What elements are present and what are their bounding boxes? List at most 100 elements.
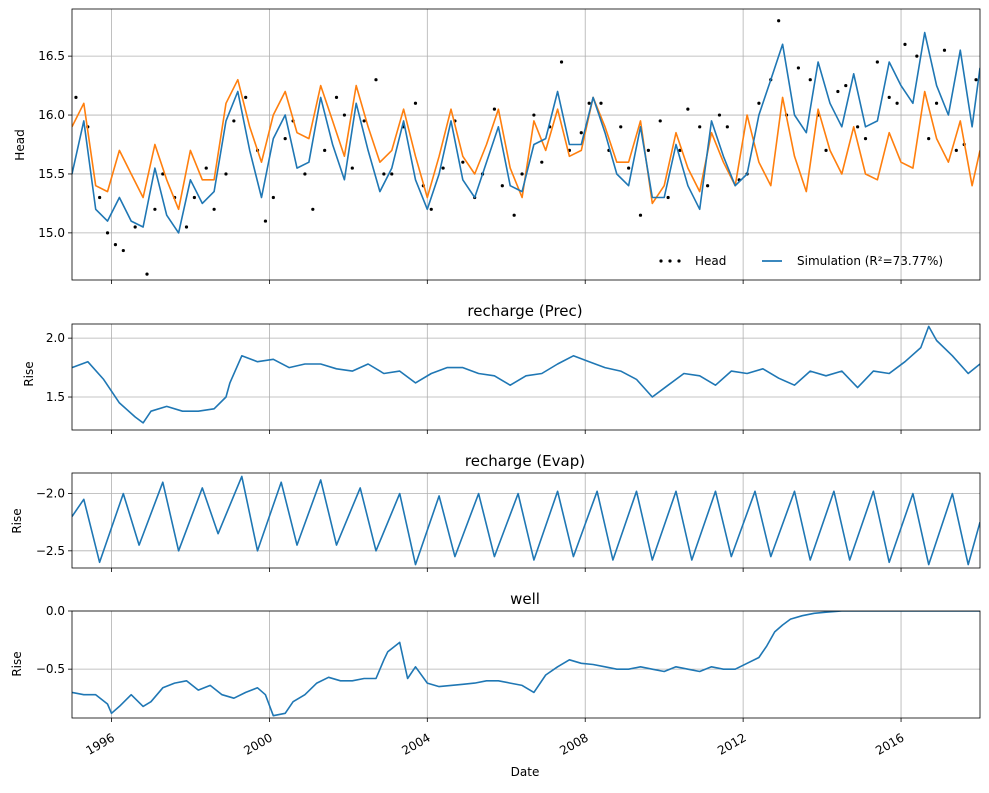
head-head-point: [500, 184, 504, 188]
well-ytick-label: −0.5: [36, 662, 65, 676]
evap-title: recharge (Evap): [465, 452, 585, 470]
prec-panel: 1.5 2.0: [46, 323, 981, 434]
legend: Head Simulation (R²=73.77%): [659, 254, 943, 268]
prec-ylabel: Rise: [22, 361, 36, 386]
head-head-point: [334, 95, 339, 99]
head-head-point: [161, 172, 165, 176]
head-head-point: [263, 219, 268, 223]
head-head-point: [98, 195, 102, 200]
head-head-point: [362, 119, 366, 123]
head-head-point: [579, 131, 583, 135]
prec-title: recharge (Prec): [467, 302, 582, 320]
head-head-point: [184, 225, 189, 229]
legend-head-dot-2: [668, 259, 672, 263]
head-ylabel: Head: [13, 129, 27, 160]
head-head-point: [942, 48, 947, 52]
evap-ylabel: Rise: [10, 508, 24, 533]
head-head-point: [627, 166, 631, 170]
well-series-line-0: [72, 611, 980, 717]
head-head-point: [777, 19, 781, 23]
head-head-point: [915, 54, 919, 58]
head-ytick-label: 15.5: [38, 167, 65, 181]
prec-series-line-0: [72, 325, 980, 424]
head-series-group: [72, 19, 980, 276]
head-head-point: [698, 125, 702, 129]
head-head-point: [441, 166, 445, 170]
prec-ytick-label: 1.5: [46, 390, 65, 404]
head-series-line-1: [72, 78, 980, 211]
head-head-point: [413, 101, 418, 105]
head-head-point: [74, 95, 78, 99]
well-series-group: [72, 611, 980, 717]
legend-head-dot-1: [659, 259, 663, 263]
well-ytick-label: 0.0: [46, 604, 65, 618]
head-head-point: [666, 195, 670, 200]
head-head-point: [520, 172, 524, 176]
head-head-point: [678, 148, 682, 152]
head-head-point: [646, 148, 650, 152]
prec-ytick-label: 2.0: [46, 331, 65, 345]
head-head-point: [145, 272, 149, 276]
head-head-point: [619, 125, 623, 129]
prec-grid: [72, 324, 980, 430]
well-ylabel: Rise: [10, 651, 24, 676]
head-head-point: [311, 207, 315, 211]
head-head-point: [105, 231, 110, 235]
head-panel: 15.0 15.5 16.0 16.5: [38, 8, 981, 284]
head-head-point: [192, 195, 196, 200]
head-head-point: [836, 89, 840, 94]
evap-series-group: [72, 475, 980, 566]
head-head-point: [244, 95, 248, 99]
legend-head-label: Head: [695, 254, 726, 268]
head-head-point: [599, 101, 603, 105]
head-head-point: [323, 148, 327, 152]
head-head-point: [492, 107, 497, 111]
evap-axes-frame: [71, 472, 981, 569]
head-head-point: [587, 101, 591, 105]
head-head-point: [856, 125, 860, 129]
head-head-point: [706, 184, 710, 188]
head-head-point: [350, 166, 354, 170]
head-ytick-label: 15.0: [38, 226, 65, 240]
head-head-point: [204, 166, 208, 170]
head-head-point: [658, 119, 662, 123]
head-head-point: [875, 60, 879, 64]
head-grid: [72, 9, 980, 280]
head-head-point: [887, 95, 891, 99]
head-head-point: [113, 243, 118, 247]
head-head-point: [903, 42, 907, 46]
head-head-point: [232, 119, 236, 123]
head-head-point: [934, 101, 939, 105]
head-head-point: [927, 137, 931, 141]
head-head-point: [121, 248, 125, 253]
head-head-point: [283, 137, 287, 141]
evap-ytick-label: −2.5: [36, 544, 65, 558]
head-head-point: [796, 66, 801, 70]
head-head-point: [153, 207, 157, 211]
head-head-point: [717, 113, 722, 117]
head-head-point: [844, 83, 848, 88]
head-head-point: [974, 78, 978, 82]
head-head-point: [429, 207, 433, 211]
well-axes-frame: [71, 610, 981, 719]
head-head-point: [540, 160, 544, 164]
prec-axes-frame: [71, 323, 981, 431]
head-head-point: [808, 78, 812, 82]
head-head-point: [512, 213, 516, 217]
head-head-point: [895, 101, 899, 105]
head-head-point: [271, 195, 275, 200]
head-head-point: [224, 172, 228, 176]
head-ytick-label: 16.0: [38, 108, 65, 122]
evap-grid: [72, 473, 980, 568]
head-head-point: [954, 148, 958, 152]
head-head-point: [725, 125, 729, 129]
head-head-point: [863, 137, 868, 141]
head-head-point: [133, 225, 137, 229]
head-ytick-label: 16.5: [38, 49, 65, 63]
x-axis-label: Date: [511, 765, 540, 779]
head-head-point: [374, 78, 378, 82]
head-head-point: [532, 113, 536, 117]
prec-series-group: [72, 325, 980, 424]
evap-ytick-label: −2.0: [36, 487, 65, 501]
head-head-point: [638, 213, 643, 217]
